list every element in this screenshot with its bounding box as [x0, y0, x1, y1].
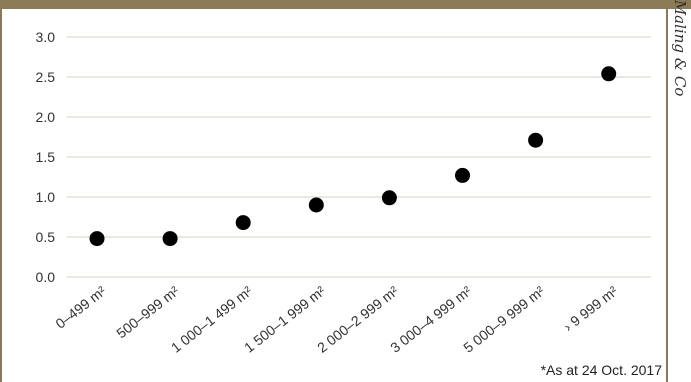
y-tick-label-4: 2.0	[36, 109, 56, 125]
footnote: *As at 24 Oct. 2017	[540, 362, 662, 378]
data-point-0	[89, 231, 105, 247]
y-tick-label-2: 1.0	[36, 189, 56, 205]
left-frame-border	[0, 9, 2, 382]
y-tick-label-6: 3.0	[36, 29, 56, 45]
top-band	[0, 0, 691, 9]
data-point-7	[601, 66, 617, 82]
data-point-3	[308, 197, 324, 213]
data-point-2	[235, 215, 251, 231]
x-tick-label-0: 0–499 m²	[52, 283, 109, 332]
right-frame-border	[666, 9, 668, 382]
data-point-4	[381, 190, 397, 206]
y-tick-label-0: 0.0	[36, 269, 56, 285]
y-tick-label-5: 2.5	[36, 69, 56, 85]
data-points	[89, 66, 617, 247]
x-axis-ticks: 0–499 m² 500–999 m²1 000–1 499 m²1 500–1 …	[52, 283, 620, 356]
x-tick-label-7: › 9 999 m²	[560, 283, 620, 335]
data-point-1	[162, 231, 178, 247]
y-tick-label-3: 1.5	[36, 149, 56, 165]
x-tick-label-6: 5 000–9 999 m²	[460, 283, 547, 356]
y-axis-ticks: 0.0 0.5 1.0 1.5 2.0 2.5 3.0	[36, 29, 56, 285]
grid-layer	[67, 36, 651, 278]
side-credit-text: : Maling & Co	[671, 0, 689, 97]
data-point-6	[528, 132, 544, 148]
x-tick-label-1: 500–999 m²	[113, 283, 182, 342]
data-point-5	[455, 167, 470, 183]
y-tick-label-1: 0.5	[36, 229, 56, 245]
side-credit: : Maling & Co	[662, 0, 691, 110]
